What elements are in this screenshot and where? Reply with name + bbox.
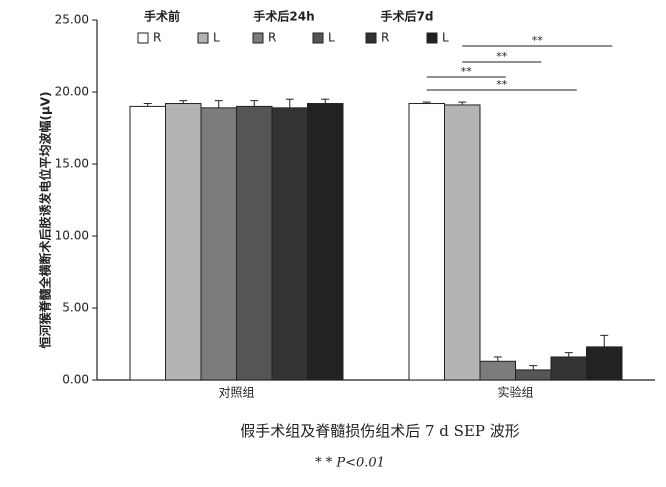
bar [236,105,273,381]
legend-label: R [381,31,389,45]
y-tick-label: 15.00 [55,157,89,171]
bar [129,105,166,381]
significance-label: ** [496,78,508,91]
bar [165,103,202,381]
x-tick-label: 实验组 [497,385,533,400]
x-tick-label: 对照组 [218,386,254,400]
y-axis-label: 恒河猴脊髓全横断术后肢诱发电位平均波幅(μV) [38,91,53,348]
bar [200,107,237,381]
chart-caption: 假手术组及脊髓损伤组术后 7 d SEP 波形 [240,422,520,440]
legend-group: 手术前 [144,9,180,24]
legend-label: L [442,31,449,45]
bar [550,356,587,381]
legend-label: R [153,31,161,45]
legend-label: R [268,31,276,45]
chart-note: * * P<0.01 [315,456,385,471]
legend-swatch [137,32,149,44]
legend-group: 手术后24h [253,9,314,24]
legend-label: L [328,31,335,45]
bar [444,104,481,381]
bar [271,107,308,381]
legend-label: L [213,31,220,45]
bar [408,103,445,381]
legend-swatch [365,32,377,44]
y-tick-label: 25.00 [55,13,89,27]
significance-label: ** [532,34,544,47]
significance-label: ** [496,50,508,63]
y-tick-label: 5.00 [62,301,89,315]
bar [479,360,516,381]
legend-swatch [197,32,209,44]
bar [515,369,552,381]
y-tick-label: 20.00 [55,85,89,99]
legend-group: 手术后7d [381,9,434,24]
y-tick-label: 0.00 [62,373,89,387]
bar [307,103,344,381]
bar [586,346,623,381]
significance-label: ** [461,65,473,78]
y-tick-label: 10.00 [55,229,89,243]
legend-swatch [252,32,264,44]
legend-swatch [426,32,438,44]
legend-swatch [312,32,324,44]
